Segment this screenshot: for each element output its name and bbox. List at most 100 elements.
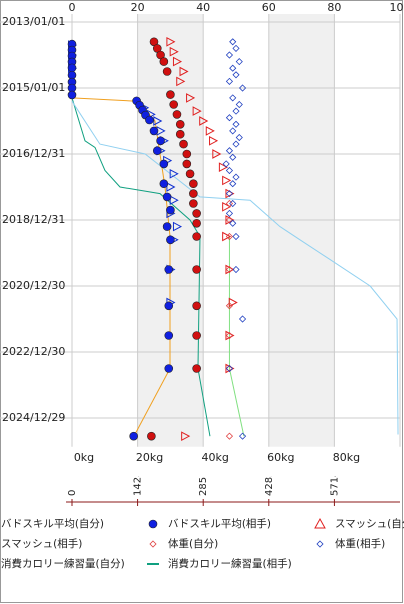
point (222, 231, 232, 242)
x-tick-label-top: 0 (69, 1, 76, 14)
point (225, 209, 234, 217)
point (229, 64, 237, 72)
y-tick-label: 2015/01/01 (2, 81, 65, 94)
point (229, 94, 237, 102)
point (199, 116, 209, 126)
point (179, 66, 189, 77)
point (235, 100, 243, 109)
x-tick-label: 20kg (136, 451, 163, 464)
point (225, 331, 234, 340)
y-tick-label: 2022/12/30 (2, 345, 65, 358)
point (232, 107, 240, 115)
point (232, 71, 240, 79)
point (225, 77, 234, 85)
x-tick-label: 60kg (267, 451, 294, 464)
point (192, 265, 201, 274)
point (192, 331, 201, 340)
point (232, 120, 240, 128)
point (225, 216, 234, 224)
point (186, 93, 196, 103)
point (225, 147, 234, 155)
point (162, 192, 172, 202)
point (175, 129, 185, 139)
point (172, 56, 183, 67)
point (192, 219, 201, 228)
point (166, 36, 176, 47)
point (166, 235, 175, 245)
x-tick-label-top: 20 (131, 1, 145, 14)
legend-label: 体重(自分) (168, 537, 218, 550)
point (164, 301, 174, 311)
point (225, 114, 234, 122)
point (235, 133, 243, 142)
x2-tick-label: 1428kcal (133, 450, 144, 496)
point (232, 173, 240, 181)
x-tick-label-top: 100 (390, 1, 404, 14)
legend-label: バドスキル平均(自分) (1, 517, 104, 530)
y-tick-label: 2016/12/31 (2, 147, 65, 160)
point (159, 179, 169, 188)
legend-label: スマッシュ(相手) (1, 537, 82, 550)
legend-marker (314, 517, 326, 529)
point (192, 106, 202, 116)
point (166, 182, 176, 192)
point (159, 57, 169, 66)
point (67, 90, 77, 100)
point (162, 222, 172, 231)
point (238, 432, 247, 440)
y-tick-label: 2018/12/31 (2, 213, 65, 226)
point (222, 201, 232, 212)
point (147, 431, 156, 441)
point (225, 51, 234, 59)
point (232, 140, 240, 148)
point (212, 149, 222, 159)
point (166, 90, 175, 99)
legend-label: 体重(相手) (335, 537, 385, 550)
point (162, 67, 172, 76)
grid-band (268, 14, 335, 447)
point (169, 46, 179, 57)
point (218, 162, 228, 173)
point (149, 126, 159, 136)
point (232, 265, 240, 274)
point (192, 364, 201, 373)
point (169, 100, 178, 109)
point (229, 127, 237, 135)
point (225, 166, 234, 175)
y-tick-label: 2020/12/30 (2, 279, 65, 292)
point (225, 302, 234, 310)
point (225, 432, 234, 440)
point (172, 221, 183, 232)
point (209, 135, 219, 146)
x-tick-label-top: 80 (327, 1, 341, 14)
point (225, 199, 234, 208)
legend-label: 消費カロリー練習量(相手) (168, 557, 292, 570)
point (67, 63, 77, 73)
point (225, 232, 234, 241)
point (232, 232, 240, 241)
point (176, 76, 186, 87)
point (229, 219, 237, 227)
point (192, 301, 201, 311)
point (225, 265, 234, 274)
x-tick-label-top: 40 (196, 1, 210, 14)
point (164, 265, 174, 274)
point (169, 168, 179, 179)
point (175, 120, 185, 129)
point (179, 139, 188, 149)
x-tick-label: 40kg (202, 451, 229, 464)
legend-marker (148, 519, 158, 529)
point (238, 315, 247, 323)
point (229, 180, 237, 188)
point (205, 126, 215, 136)
y-tick-label: 2013/01/01 (2, 15, 65, 28)
y-tick-label: 2024/12/29 (2, 411, 65, 424)
x2-tick-label: 4285kcal (264, 450, 275, 496)
line (71, 100, 399, 435)
point (189, 189, 198, 198)
legend-label: 消費カロリー練習量(自分) (1, 557, 125, 570)
point (192, 232, 201, 241)
point (153, 116, 163, 126)
point (185, 169, 195, 179)
